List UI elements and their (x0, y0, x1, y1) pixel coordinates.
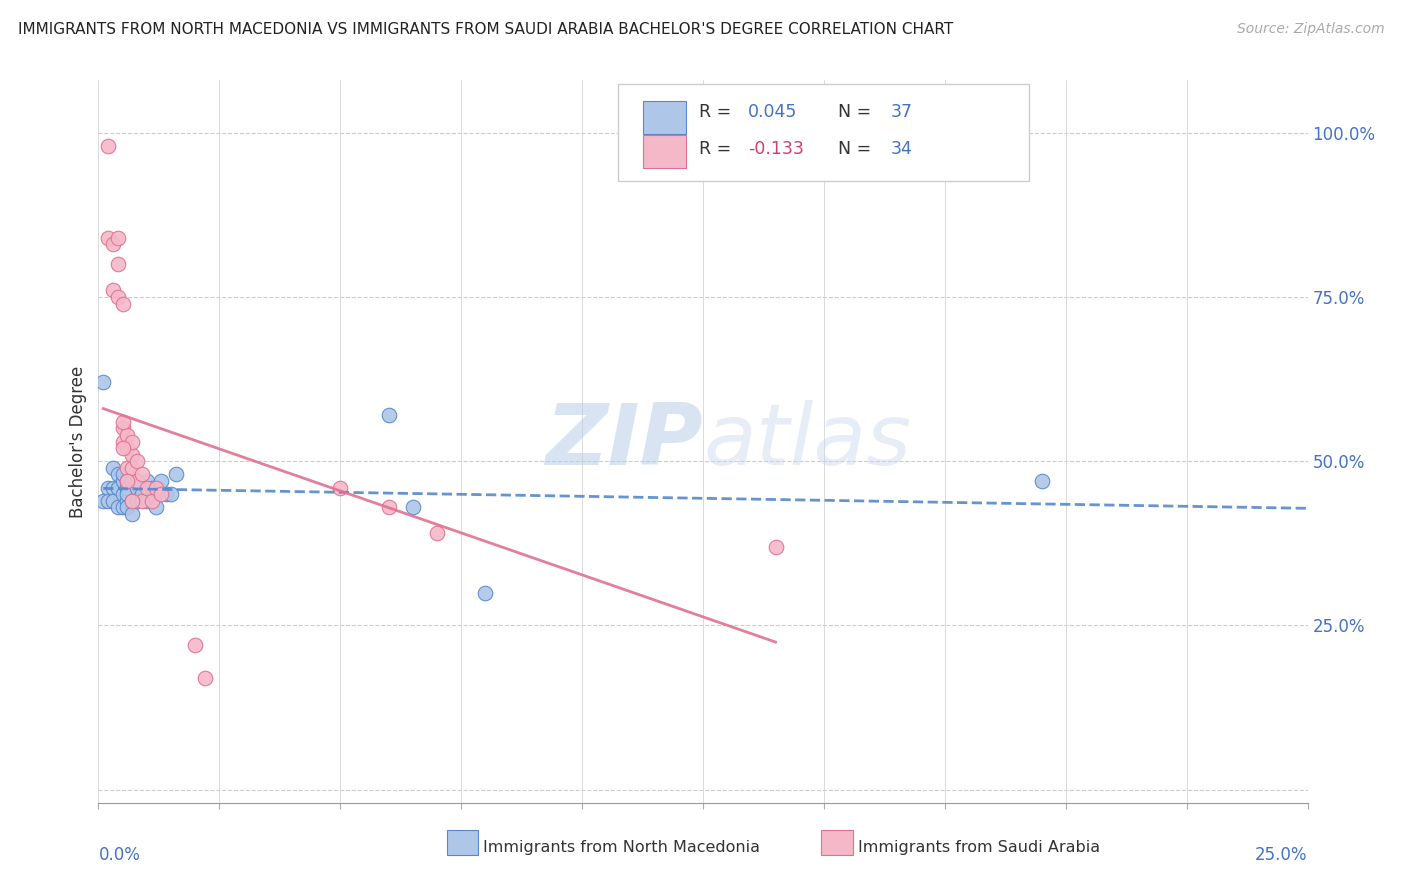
Point (111, 487, 134, 501)
FancyBboxPatch shape (821, 830, 853, 855)
Point (121, 507, 143, 521)
Point (377, 409, 399, 423)
Point (111, 421, 134, 435)
FancyBboxPatch shape (447, 830, 478, 855)
Point (107, 481, 129, 495)
Text: 37: 37 (890, 103, 912, 121)
Point (150, 487, 173, 501)
Point (160, 487, 183, 501)
Point (107, 231, 129, 245)
Point (107, 467, 129, 482)
Point (329, 481, 352, 495)
Point (145, 481, 167, 495)
Point (121, 460, 143, 475)
Point (107, 500, 129, 515)
Point (150, 474, 173, 488)
Point (165, 467, 187, 482)
Point (111, 474, 134, 488)
FancyBboxPatch shape (643, 136, 686, 169)
Text: IMMIGRANTS FROM NORTH MACEDONIA VS IMMIGRANTS FROM SAUDI ARABIA BACHELOR'S DEGRE: IMMIGRANTS FROM NORTH MACEDONIA VS IMMIG… (18, 22, 953, 37)
Point (107, 257, 129, 271)
Point (97, 493, 120, 508)
Point (127, 493, 149, 508)
Point (117, 493, 139, 508)
Text: atlas: atlas (703, 400, 911, 483)
Text: 0.045: 0.045 (748, 103, 797, 121)
Point (97, 481, 120, 495)
Point (97, 231, 120, 245)
Point (194, 671, 217, 685)
Text: ZIP: ZIP (546, 400, 703, 483)
Text: -0.133: -0.133 (748, 139, 804, 158)
Point (117, 428, 139, 442)
Text: Source: ZipAtlas.com: Source: ZipAtlas.com (1237, 22, 1385, 37)
Point (91, 493, 114, 508)
Point (155, 487, 177, 501)
Point (117, 441, 139, 455)
Point (127, 474, 149, 488)
Point (111, 500, 134, 515)
Point (117, 500, 139, 515)
Point (107, 290, 129, 304)
Point (474, 585, 496, 599)
Text: 25.0%: 25.0% (1256, 847, 1308, 864)
Point (184, 638, 207, 652)
Point (111, 296, 134, 310)
Text: N =: N = (838, 139, 877, 158)
Point (117, 474, 139, 488)
Point (141, 481, 163, 495)
Point (127, 481, 149, 495)
Point (121, 448, 143, 462)
Point (131, 487, 153, 501)
Point (111, 415, 134, 429)
Point (117, 481, 139, 495)
Point (1031, 474, 1053, 488)
Point (101, 460, 124, 475)
Point (426, 526, 449, 541)
Point (141, 493, 163, 508)
Point (127, 454, 149, 468)
Point (145, 500, 167, 515)
Point (91, 376, 114, 390)
Point (765, 540, 787, 554)
Point (121, 493, 143, 508)
Point (117, 474, 139, 488)
Point (101, 493, 124, 508)
Text: Immigrants from North Macedonia: Immigrants from North Macedonia (482, 840, 759, 855)
Text: 34: 34 (890, 139, 912, 158)
Point (117, 487, 139, 501)
Text: N =: N = (838, 103, 877, 121)
Point (121, 434, 143, 449)
Point (111, 441, 134, 455)
Point (135, 493, 157, 508)
Point (131, 467, 153, 482)
FancyBboxPatch shape (643, 101, 686, 134)
Y-axis label: Bachelor's Degree: Bachelor's Degree (69, 366, 87, 517)
Text: 0.0%: 0.0% (98, 847, 141, 864)
Point (97, 139, 120, 153)
Point (135, 474, 157, 488)
Point (131, 493, 153, 508)
Point (117, 460, 139, 475)
Point (377, 500, 399, 515)
Point (402, 500, 425, 515)
Point (111, 467, 134, 482)
Point (135, 481, 157, 495)
Text: R =: R = (699, 139, 737, 158)
Text: R =: R = (699, 103, 737, 121)
Point (101, 237, 124, 252)
Point (121, 493, 143, 508)
Point (111, 434, 134, 449)
Text: Immigrants from Saudi Arabia: Immigrants from Saudi Arabia (858, 840, 1099, 855)
Point (121, 474, 143, 488)
FancyBboxPatch shape (619, 84, 1029, 181)
Point (101, 284, 124, 298)
Point (101, 481, 124, 495)
